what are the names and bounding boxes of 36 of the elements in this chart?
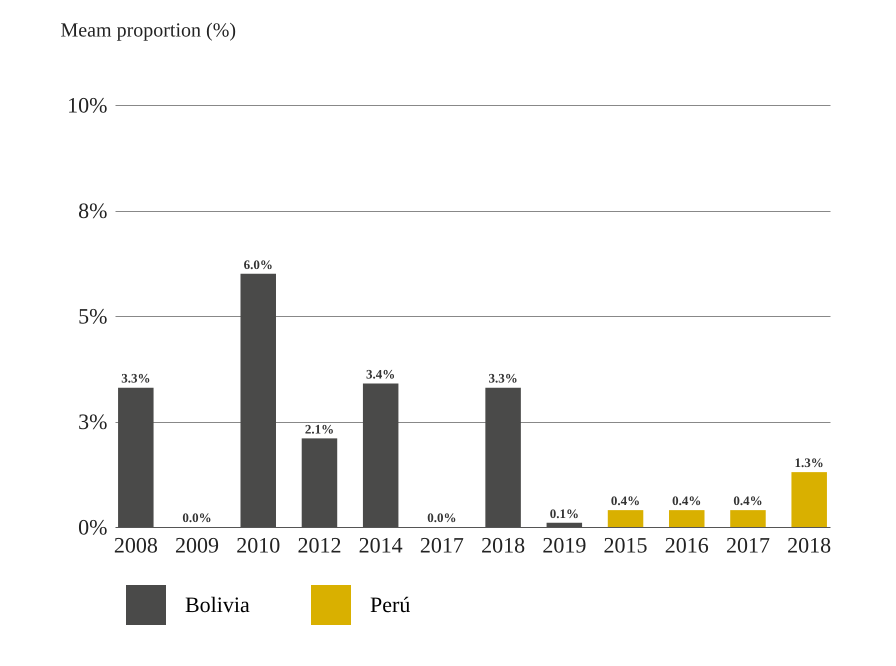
y-tick-label: 3% [78, 409, 108, 434]
x-tick-label: 2009 [175, 532, 220, 558]
x-tick-label: 2017 [726, 532, 770, 558]
bar [608, 510, 644, 527]
y-tick-label: 0% [78, 514, 108, 540]
bar [669, 510, 705, 527]
data-label: 2.1% [304, 421, 334, 436]
data-label: 1.3% [794, 455, 824, 470]
data-label: 0.0% [182, 510, 212, 525]
data-label: 0.4% [733, 493, 763, 508]
bar [791, 472, 827, 527]
data-label: 3.4% [366, 366, 396, 382]
x-tick-label: 2018 [787, 532, 832, 558]
data-label: 0.0% [427, 510, 457, 525]
x-tick-label: 2010 [236, 532, 280, 558]
x-tick-label: 2018 [481, 532, 526, 558]
data-label: 0.4% [672, 493, 702, 508]
y-tick-label: 10% [67, 92, 108, 118]
y-axis-title: Meam proportion (%) [60, 20, 236, 42]
legend-label: Bolivia [185, 592, 250, 617]
x-tick-label: 2008 [114, 532, 158, 558]
data-label: 6.0% [244, 256, 273, 272]
data-label: 3.3% [121, 370, 150, 386]
x-tick-label: 2017 [420, 532, 464, 558]
legend-label: Perú [370, 592, 410, 617]
x-tick-label: 2015 [604, 532, 648, 558]
x-tick-label: 2019 [542, 532, 586, 558]
data-label: 0.1% [550, 506, 579, 521]
y-tick-label: 5% [78, 304, 108, 328]
y-tick-label: 8% [78, 198, 108, 223]
bar [730, 510, 766, 527]
x-tick-label: 2014 [358, 532, 403, 558]
data-label: 3.3% [488, 370, 518, 386]
x-tick-label: 2016 [664, 532, 709, 558]
x-tick-label: 2012 [297, 532, 342, 558]
data-label: 0.4% [610, 493, 640, 508]
